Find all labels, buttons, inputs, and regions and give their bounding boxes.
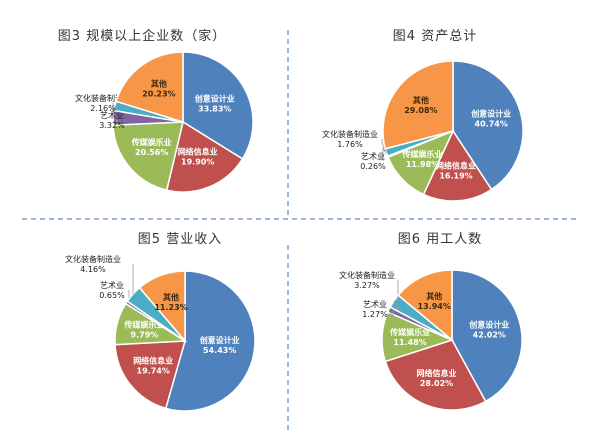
leader-line — [393, 280, 399, 310]
slice-percent-label: 0.65% — [99, 291, 125, 300]
slice-percent-label: 11.23% — [154, 303, 187, 312]
slice-percent-label: 20.23% — [142, 89, 175, 98]
slice-percent-label: 40.74% — [475, 120, 508, 129]
slice-percent-label: 33.83% — [198, 104, 231, 113]
pie-slice — [384, 339, 487, 411]
slice-label: 网络信息业 — [178, 147, 218, 157]
slice-label: 网络信息业 — [417, 368, 457, 378]
slice-percent-label: 13.94% — [418, 302, 451, 311]
pie-slice — [112, 121, 184, 191]
slice-label: 创意设计业 — [194, 93, 235, 103]
pie-slice — [164, 270, 256, 412]
slice-label: 传媒娱乐业 — [131, 137, 172, 147]
slice-label: 创意设计业 — [468, 319, 509, 329]
slice-label: 文化装备制造业 — [65, 254, 121, 264]
chart-title: 图4 资产总计 — [393, 29, 477, 44]
pie-slice — [114, 340, 187, 410]
slice-label: 文化装备制造业 — [75, 93, 131, 103]
slice-label: 传媒娱乐业 — [402, 149, 443, 159]
slice-percent-label: 3.27% — [354, 281, 380, 290]
leader-line — [112, 117, 119, 123]
slice-label: 传媒娱乐业 — [123, 319, 164, 329]
slice-percent-label: 4.16% — [80, 265, 106, 274]
slice-label: 其他 — [426, 291, 442, 301]
slice-label: 艺术业 — [363, 299, 387, 309]
slice-label: 艺术业 — [100, 110, 124, 120]
slice-percent-label: 54.43% — [203, 346, 236, 355]
slice-label: 艺术业 — [100, 280, 124, 290]
slice-label: 艺术业 — [361, 151, 385, 161]
pie-slice — [397, 269, 453, 342]
slice-percent-label: 3.32% — [99, 121, 125, 130]
slice-percent-label: 20.56% — [135, 148, 168, 157]
slice-percent-label: 42.02% — [473, 330, 506, 339]
chart-title: 图5 营业收入 — [138, 232, 222, 247]
slice-percent-label: 16.19% — [439, 172, 472, 181]
slice-label: 传媒娱乐业 — [389, 327, 430, 337]
slice-percent-label: 1.76% — [337, 140, 363, 149]
pie-slice — [422, 129, 493, 202]
slice-label: 其他 — [163, 292, 179, 302]
slice-percent-label: 11.98% — [406, 160, 439, 169]
slice-percent-label: 9.79% — [131, 330, 159, 339]
slice-label: 文化装备制造业 — [339, 270, 395, 280]
slice-percent-label: 0.26% — [360, 162, 386, 171]
slice-percent-label: 19.90% — [181, 158, 214, 167]
chart-title: 图3 规模以上企业数（家） — [58, 28, 226, 44]
pie-slice — [115, 51, 184, 124]
slice-label: 网络信息业 — [436, 161, 476, 171]
slice-percent-label: 29.08% — [404, 106, 437, 115]
leader-line — [112, 103, 116, 113]
slice-percent-label: 28.02% — [420, 379, 453, 388]
slice-label: 其他 — [413, 95, 429, 105]
slice-label: 创意设计业 — [199, 335, 240, 345]
pie-slice — [138, 270, 186, 344]
leader-line — [388, 309, 394, 319]
slice-label: 网络信息业 — [133, 355, 173, 365]
slice-label: 其他 — [151, 78, 167, 88]
slice-label: 文化装备制造业 — [322, 129, 378, 139]
slice-percent-label: 2.16% — [90, 104, 116, 113]
slice-percent-label: 11.48% — [393, 338, 426, 347]
slice-label: 创意设计业 — [470, 109, 511, 119]
slice-percent-label: 19.74% — [137, 366, 170, 375]
pie-slice — [451, 269, 523, 403]
pie-slice — [382, 60, 454, 150]
pie-slice — [165, 120, 244, 193]
chart-title: 图6 用工人数 — [398, 232, 482, 247]
slice-percent-label: 1.27% — [362, 310, 388, 319]
